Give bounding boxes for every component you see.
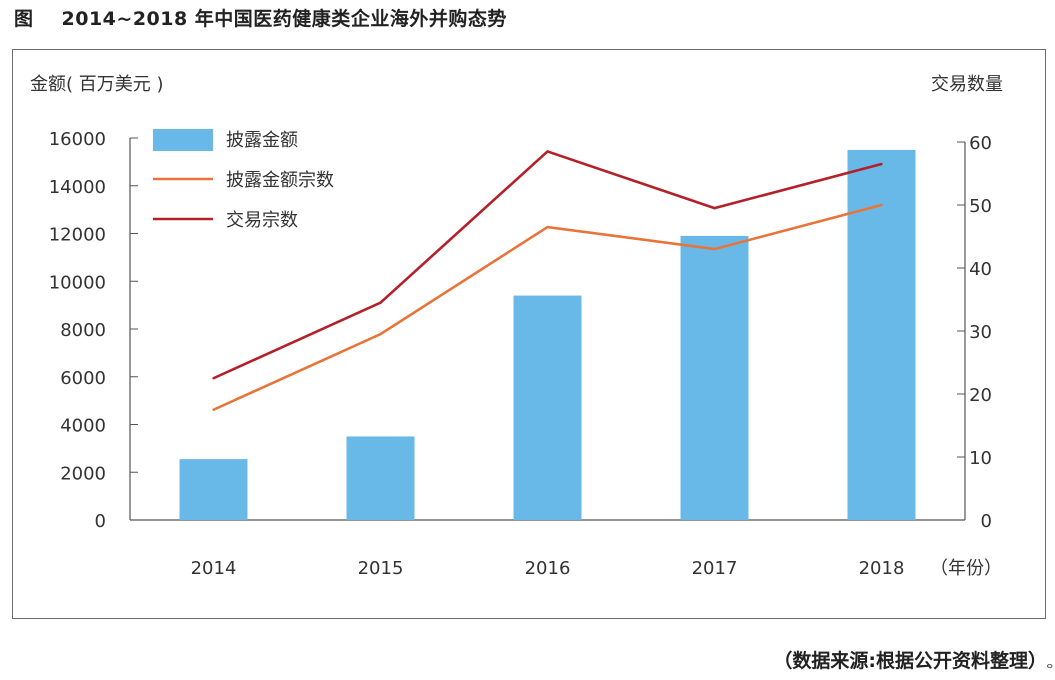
bar-2017 xyxy=(680,235,749,520)
chart-title: 图 2014~2018 年中国医药健康类企业海外并购态势 xyxy=(14,4,507,31)
line-point-2-2016 xyxy=(546,150,549,153)
x-axis-unit: （年份） xyxy=(930,558,1002,579)
line-point-2-2015 xyxy=(379,301,382,304)
x-tick-label: 2014 xyxy=(191,558,237,579)
chart-frame xyxy=(12,49,1046,619)
left-tick-label: 10000 xyxy=(49,272,106,293)
left-tick-label: 8000 xyxy=(60,320,106,341)
right-axis-title: 交易数量 xyxy=(931,74,1003,95)
left-tick-label: 6000 xyxy=(60,368,106,389)
legend-swatch-bar xyxy=(153,129,213,151)
line-point-2-2014 xyxy=(212,377,215,380)
legend-label: 交易宗数 xyxy=(226,210,298,231)
line-point-1-2015 xyxy=(379,332,382,336)
line-point-1-2014 xyxy=(212,408,215,411)
right-tick-label: 0 xyxy=(981,511,992,532)
right-tick-label: 40 xyxy=(969,259,992,280)
figure-label: 图 xyxy=(14,8,34,30)
line-point-2-2017 xyxy=(713,206,716,210)
x-tick-label: 2016 xyxy=(525,558,571,579)
legend-label: 披露金额宗数 xyxy=(226,170,334,191)
left-tick-label: 14000 xyxy=(49,177,106,198)
left-tick-label: 0 xyxy=(95,511,106,532)
left-tick-label: 2000 xyxy=(60,463,106,484)
bar-2015 xyxy=(346,436,415,520)
right-tick-label: 60 xyxy=(969,133,992,154)
x-tick-label: 2015 xyxy=(358,558,404,579)
left-tick-label: 4000 xyxy=(60,416,106,437)
right-tick-label: 30 xyxy=(969,322,992,343)
data-source-note: （数据来源:根据公开资料整理） xyxy=(773,650,1047,672)
right-tick-label: 20 xyxy=(969,385,992,406)
left-tick-label: 16000 xyxy=(49,129,106,150)
bar-2014 xyxy=(179,459,248,520)
right-tick-label: 50 xyxy=(969,196,992,217)
title-text: 2014~2018 年中国医药健康类企业海外并购态势 xyxy=(61,8,507,30)
left-axis-title: 金额( 百万美元 ) xyxy=(30,74,164,95)
line-point-2-2018 xyxy=(880,162,883,166)
line-point-1-2018 xyxy=(880,203,883,207)
line-point-1-2016 xyxy=(546,225,549,229)
corner-mark: ⴰ xyxy=(1046,660,1053,671)
x-tick-label: 2017 xyxy=(692,558,738,579)
x-tick-label: 2018 xyxy=(859,558,905,579)
left-tick-label: 12000 xyxy=(49,225,106,246)
bar-2016 xyxy=(513,295,582,520)
line-point-1-2017 xyxy=(713,247,716,251)
legend-label: 披露金额 xyxy=(226,130,298,151)
right-tick-label: 10 xyxy=(969,448,992,469)
